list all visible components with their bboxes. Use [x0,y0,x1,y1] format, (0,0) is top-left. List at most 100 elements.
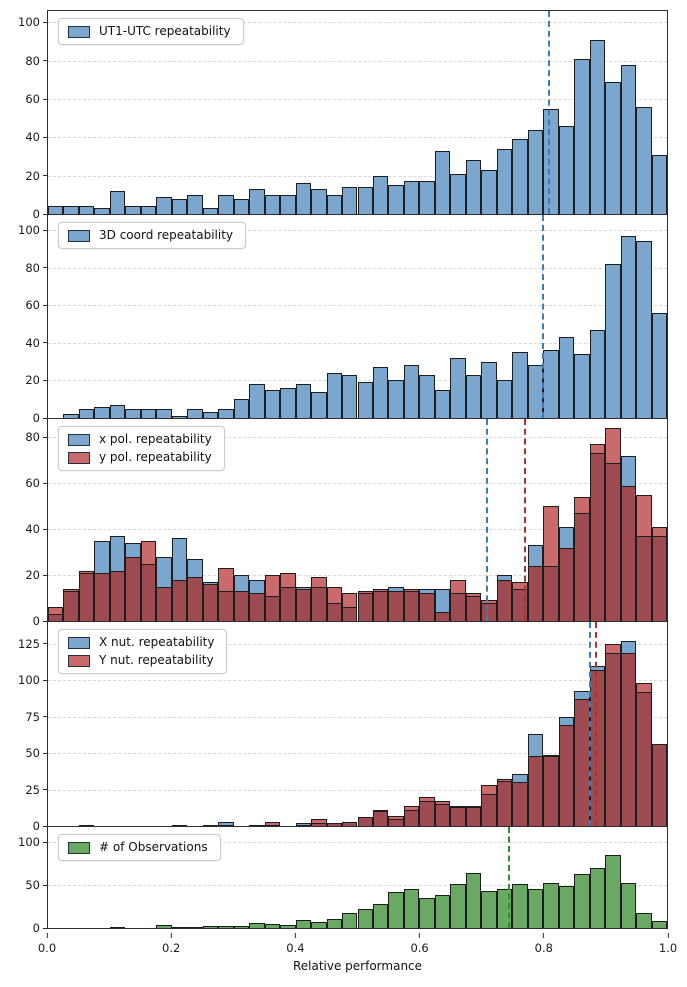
histogram-bar [388,380,404,418]
histogram-bar [481,169,497,214]
histogram-bar-overlap [450,807,466,826]
gridline [48,267,667,269]
y-tick-label: 80 [25,430,40,445]
histogram-bar [589,868,606,928]
y-tick-mark [43,927,48,929]
y-tick-label: 0 [32,207,40,221]
panel-3d-coord: 0 20 40 60 80 100 3D coord repeatability [18,214,668,425]
x-tick: 0.2 [162,933,180,955]
mean-line [548,11,551,214]
histogram-bar [295,920,312,928]
histogram-bar [403,181,420,214]
y-tick-label: 100 [18,223,40,238]
y-tick-mark [43,789,48,791]
y-tick-mark [43,679,48,681]
histogram-bar-overlap [233,591,250,621]
y-tick-mark [43,716,48,718]
y-tick-mark [43,21,48,23]
histogram-bar-overlap [605,652,621,826]
legend-label: UT1-UTC repeatability [99,24,231,38]
histogram-bar-overlap [218,591,234,621]
x-tick-label: 0.4 [286,941,305,955]
legend: # of Observations [58,834,221,862]
histogram-bar-overlap [574,699,590,826]
histogram-bar [156,196,172,214]
histogram-bar-overlap [419,801,435,826]
histogram-bar [605,81,621,214]
histogram-bar-overlap [295,588,312,621]
y-tick-label: 0 [32,411,40,425]
histogram-bar [218,408,234,418]
histogram-bar [187,408,203,418]
x-tick-mark [170,933,172,938]
x-tick: 0.8 [535,933,553,955]
histogram-bar [125,206,141,214]
histogram-bar [605,263,621,418]
histogram-bar [233,399,250,418]
gridline [48,137,667,139]
histogram-bar-overlap [125,556,141,621]
histogram-bar [636,913,652,928]
y-tick-mark [43,136,48,138]
legend-row: Y nut. repeatability [68,653,214,667]
histogram-bar-overlap [187,577,203,621]
legend-label: x pol. repeatability [99,432,212,446]
histogram-bar-overlap [264,824,281,826]
x-tick-mark [46,933,48,938]
histogram-bar [419,374,435,418]
y-tick-mark [43,379,48,381]
y-tick-mark [43,528,48,530]
histogram-bar [527,888,544,928]
histogram-bar-overlap [156,586,172,621]
histogram-bar [311,818,327,826]
histogram-bar [264,821,281,826]
histogram-bar [465,160,482,214]
histogram-bar [342,187,358,214]
histogram-bar [342,913,358,928]
legend-swatch-icon [68,654,90,667]
gridline [48,885,667,887]
histogram-bar [357,382,373,418]
histogram-bar [187,927,203,928]
histogram-bar-overlap [264,595,281,621]
histogram-bar-overlap [636,691,652,826]
y-tick-label: 40 [25,130,40,145]
histogram-bar [419,898,435,928]
histogram-bar [156,924,172,928]
histogram-bar-overlap [434,804,451,826]
mean-line [542,215,545,418]
histogram-bar [481,361,497,418]
y-tick-mark [43,825,48,827]
histogram-bar [342,374,358,418]
histogram-bar [202,208,219,214]
x-axis: Relative performance 0.0 0.2 0.4 0.6 0.8 1.0 [38,933,677,973]
histogram-bar-overlap [202,584,219,621]
legend-swatch-icon [68,433,90,446]
y-tick-mark [43,482,48,484]
histogram-bar [450,357,466,418]
histogram-bar [651,154,667,214]
gridline [48,60,667,62]
histogram-bar [496,148,513,214]
histogram-bar [620,882,637,928]
histogram-bar-overlap [388,818,404,826]
histogram-bar-overlap [357,817,373,826]
histogram-bar-overlap [372,811,389,826]
histogram-bar-overlap [481,602,497,621]
histogram-bar-overlap [527,756,544,826]
histogram-bar [311,189,327,214]
gridline [48,753,667,755]
histogram-bar-overlap [342,607,358,621]
histogram-bar-overlap [605,462,621,621]
histogram-bar [481,891,497,928]
histogram-bar [311,391,327,418]
x-tick-label: 1.0 [658,941,678,955]
x-tick-mark [667,933,669,938]
histogram-bar [78,408,95,418]
histogram-bar [558,125,575,214]
y-tick-label: 20 [25,568,40,583]
legend-row: X nut. repeatability [68,635,214,649]
histogram-bar-overlap [78,824,95,826]
histogram-bar-overlap [589,453,606,621]
legend-label: # of Observations [99,840,208,854]
